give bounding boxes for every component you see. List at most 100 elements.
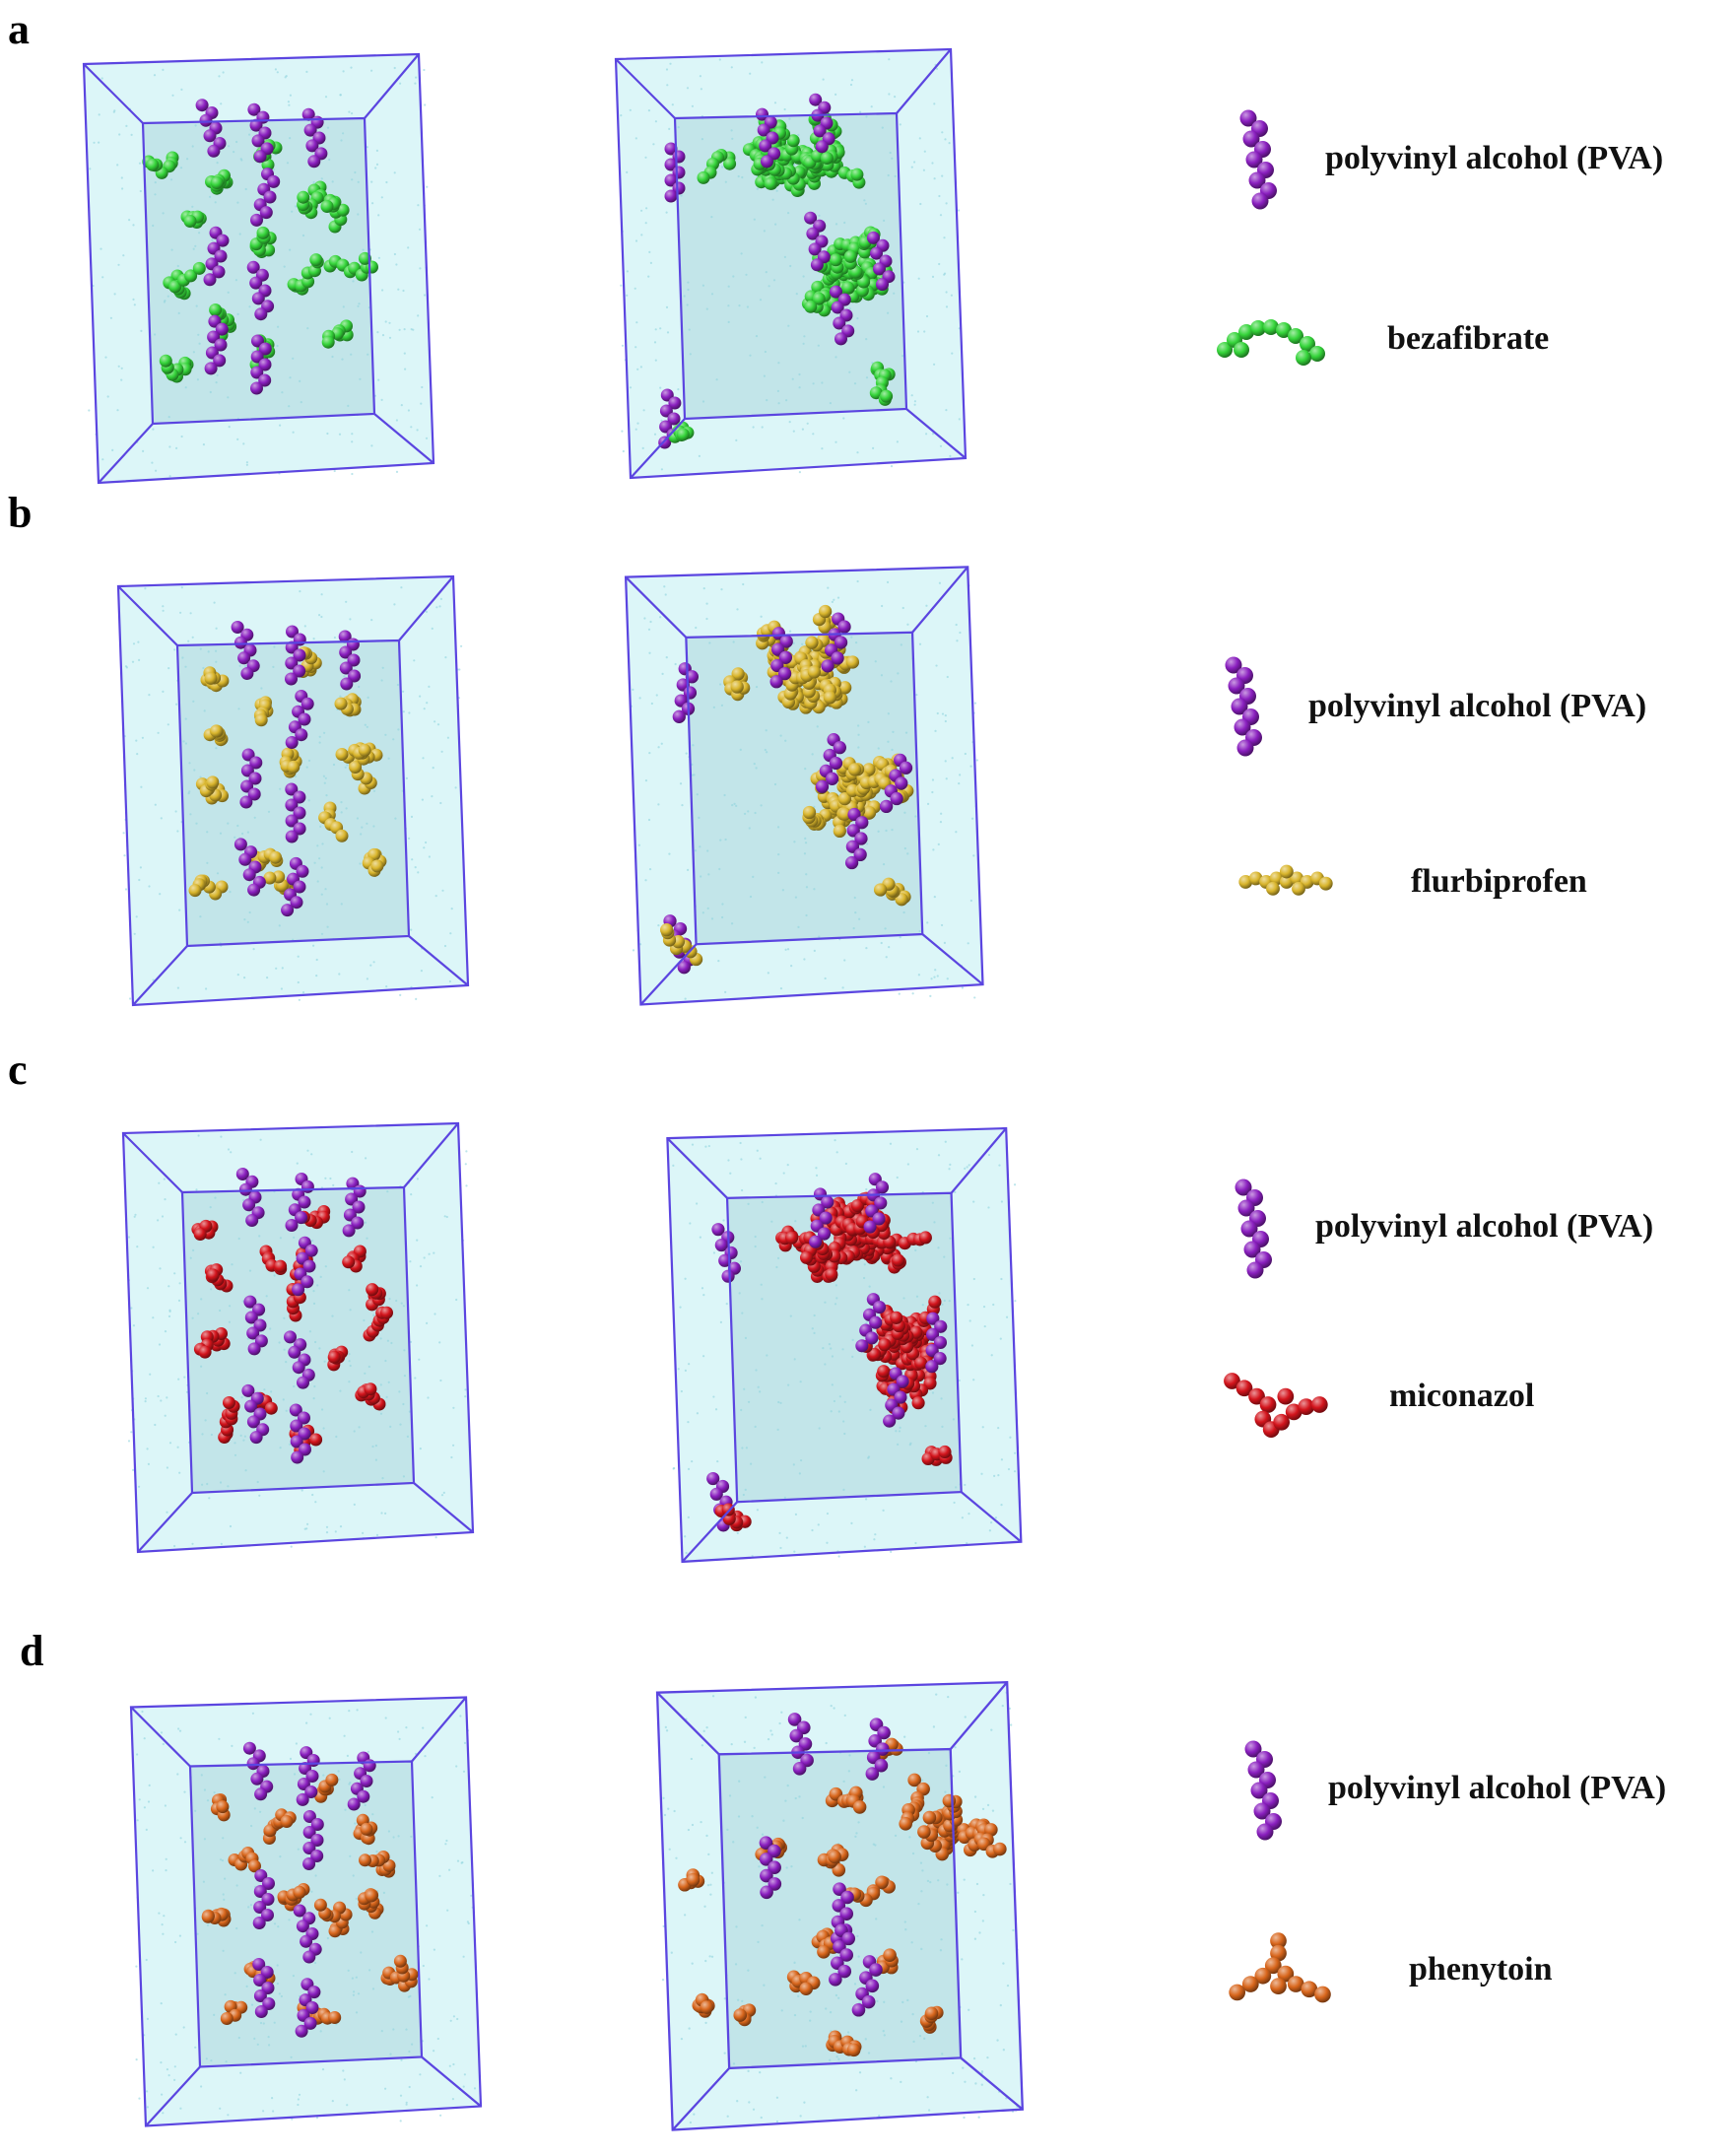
water-molecules	[127, 1134, 468, 1548]
molecules	[706, 1173, 953, 1532]
panel-b: b polyvinyl alcohol (PVA) flurbiprofen	[0, 489, 1736, 1025]
pva-molecule	[284, 1330, 315, 1389]
drug-molecule	[362, 847, 387, 877]
pva-molecule	[250, 334, 272, 395]
drug-legend-icon	[1229, 1932, 1331, 2003]
panel-c: c polyvinyl alcohol (PVA) miconazol	[0, 1044, 1736, 1577]
pva-molecule	[295, 1978, 321, 2038]
pva-molecule	[347, 1751, 376, 1811]
drug-molecule	[660, 922, 703, 967]
box-edges	[116, 574, 470, 1007]
pva-molecule	[821, 612, 851, 673]
simulation-box-initial	[82, 52, 435, 485]
box-edges	[624, 566, 984, 1006]
simulation-box-final	[666, 1126, 1023, 1564]
box-edges	[614, 47, 968, 480]
drug-molecule	[259, 1245, 288, 1275]
drug-molecule	[314, 1773, 339, 1803]
drug-molecule	[963, 1832, 1007, 1858]
panel-label: d	[20, 1627, 44, 1675]
water-back-face	[686, 632, 923, 945]
drug-molecule	[826, 791, 858, 823]
pva-molecule	[883, 1367, 909, 1428]
drug-molecule	[359, 1851, 396, 1878]
drug-molecule	[830, 1215, 869, 1238]
pva-legend-icon	[1244, 1740, 1282, 1841]
pva-legend-icon	[1235, 1179, 1272, 1279]
box-edges	[655, 1681, 1025, 2131]
pva-molecule	[787, 1713, 814, 1776]
pva-molecule	[252, 1869, 275, 1929]
pva-molecule	[243, 1295, 268, 1356]
drug-molecule	[353, 1813, 378, 1846]
drug-molecule	[869, 361, 896, 406]
drug-molecule	[366, 1283, 386, 1312]
pva-molecule	[664, 142, 686, 203]
pva-molecule	[285, 782, 306, 843]
pva-molecule	[879, 753, 913, 814]
drug-molecule	[218, 1396, 240, 1444]
pva-molecule	[203, 226, 230, 287]
drug-molecule	[919, 2005, 944, 2034]
pva-molecule	[289, 1403, 311, 1464]
drug-molecule	[205, 168, 234, 195]
box-edges	[82, 52, 435, 485]
panel-d: d polyvinyl alcohol (PVA) phenytoin	[0, 1616, 1736, 2156]
pva-molecule	[302, 1810, 324, 1870]
drug-molecule	[777, 665, 822, 710]
drug-molecule	[819, 676, 842, 705]
pva-legend-label: polyvinyl alcohol (PVA)	[1325, 140, 1664, 176]
drug-molecule	[320, 193, 350, 234]
drug-molecule	[277, 1883, 310, 1912]
pva-molecule	[241, 1383, 270, 1445]
pva-molecule	[239, 748, 263, 809]
panel-label: b	[8, 489, 33, 537]
pva-molecule	[285, 690, 314, 749]
pva-legend-label: polyvinyl alcohol (PVA)	[1328, 1770, 1667, 1806]
drug-molecule	[321, 319, 354, 349]
pva-molecule	[925, 1312, 948, 1374]
drug-molecule	[879, 1311, 914, 1343]
drug-molecule	[817, 1844, 849, 1877]
drug-molecule	[825, 1785, 867, 1814]
drug-molecule	[180, 210, 207, 229]
pva-molecule	[851, 1955, 883, 2017]
drug-molecule	[733, 2003, 757, 2027]
water-molecules	[88, 66, 429, 478]
pva-molecule	[769, 627, 793, 689]
pva-molecule	[195, 99, 227, 158]
drug-molecule	[220, 1999, 248, 2025]
simulation-box-initial	[116, 574, 470, 1007]
drug-molecule	[348, 743, 377, 795]
drug-molecule	[799, 147, 825, 173]
pva-legend-icon	[1225, 656, 1262, 757]
drug-molecule	[820, 140, 845, 165]
drug-legend-icon	[1238, 864, 1333, 896]
box-edges	[129, 1696, 483, 2127]
drug-legend-label: phenytoin	[1409, 1951, 1553, 1988]
drug-legend-label: bezafibrate	[1387, 320, 1550, 357]
pva-legend-label: polyvinyl alcohol (PVA)	[1315, 1208, 1654, 1245]
drug-molecule	[262, 1808, 297, 1845]
pva-molecule	[252, 1958, 276, 2018]
drug-molecule	[899, 1773, 930, 1831]
pva-molecule	[231, 621, 260, 680]
simulation-box-final	[624, 566, 984, 1006]
drug-molecule	[334, 693, 362, 717]
drug-molecule	[279, 747, 302, 778]
drug-molecule	[355, 1382, 386, 1411]
pva-molecule	[865, 1718, 891, 1781]
pva-legend-label: polyvinyl alcohol (PVA)	[1308, 688, 1647, 724]
drug-molecule	[723, 667, 751, 702]
pva-molecule	[844, 807, 869, 870]
molecules	[660, 604, 914, 975]
drug-molecule	[163, 261, 206, 301]
drug-molecule	[917, 1825, 951, 1861]
pva-molecule	[292, 1236, 318, 1297]
drug-molecule	[380, 1954, 419, 1992]
pva-molecule	[815, 733, 846, 793]
drug-molecule	[873, 877, 911, 907]
drug-molecule	[204, 1263, 234, 1293]
pva-molecule	[809, 93, 835, 154]
molecules	[658, 93, 896, 449]
